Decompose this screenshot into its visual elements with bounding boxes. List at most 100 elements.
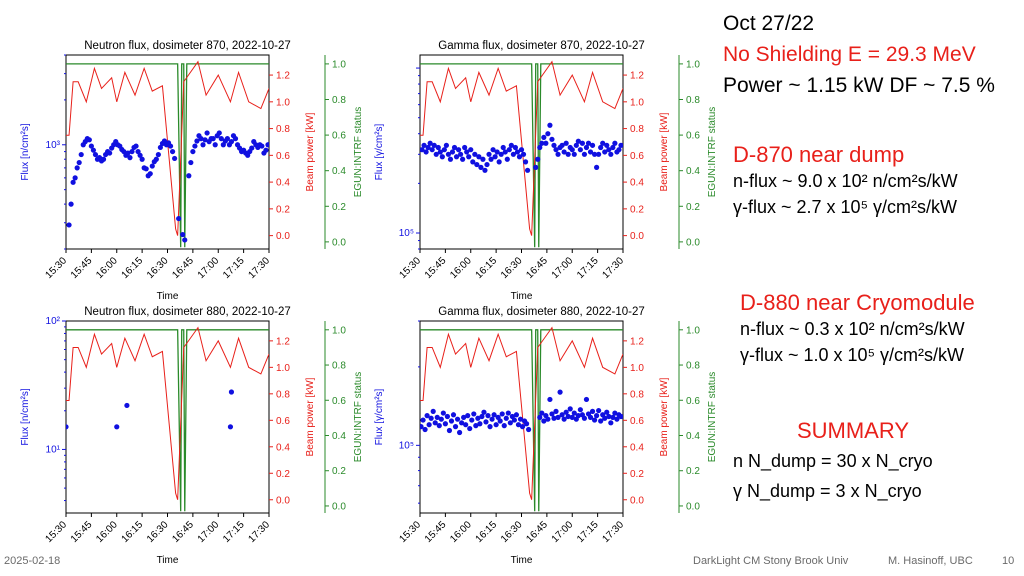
summary-gamma: γ N_dump = 3 x N_cryo [733,481,922,501]
flux-point [249,145,255,151]
flux-point [421,142,427,148]
chart-panel-3: Neutron flux, dosimeter 880, 2022-10-27 1… [20,306,364,566]
power-tick-label: 0.0 [630,495,644,506]
flux-point [514,149,521,155]
flux-point [583,144,590,151]
flux-point [463,422,469,428]
flux-point [224,136,230,142]
status-tick-label: 0.0 [332,237,346,248]
power-series-line [420,326,623,500]
flux-point [470,159,476,165]
x-tick-label: 16:30 [145,255,171,281]
x-tick-label: 17:15 [575,519,601,545]
flux-point [515,422,522,428]
flux-point [606,147,612,153]
x-tick-label: 17:30 [601,255,627,281]
chart-panel-2: Gamma flux, dosimeter 870, 2022-10-27 15:… [374,40,718,302]
flux-point [553,408,559,414]
summary-block: SUMMARY n N_dump = 30 x N_cryo γ N_dump … [733,416,973,506]
power-tick-label: 0.6 [630,416,644,427]
x-tick-label: 15:30 [44,255,70,281]
flux-point [571,410,577,416]
x-tick-label: 17:15 [221,519,247,545]
x-tick-label: 16:15 [474,255,500,281]
flux-point [425,144,431,151]
flux-point [608,151,614,157]
flux-point [579,140,586,146]
notes-dosimeter-880: D-880 near Cryomodule n-flux ~ 0.3 x 10²… [740,290,975,368]
flux-point [176,215,182,222]
flux-point [551,142,557,148]
footer-author: M. Hasinoff, UBC [888,555,973,567]
flux-point [553,147,559,153]
flux-point [504,156,510,162]
flux-point [541,134,547,140]
flux-point [589,408,596,414]
flux-point [420,424,424,430]
flux-point [539,410,545,416]
status-tick-label: 0.4 [686,431,700,442]
flux-point [435,144,441,151]
status-tick-label: 0.0 [686,501,700,512]
flux-point [477,421,483,427]
notes-880-gamma: γ-flux ~ 1.0 x 10⁵ γ/cm²s/kW [740,345,965,365]
flux-point [596,407,602,414]
flux-point [72,175,78,181]
status-tick-label: 0.4 [332,431,346,442]
flux-point [124,402,130,409]
flux-point [157,144,163,151]
flux-point [618,142,623,148]
y-axis-label-power: Beam power [kW] [305,377,316,456]
power-tick-label: 1.2 [276,71,290,82]
flux-point [487,424,493,430]
flux-point [604,409,610,415]
flux-point [194,138,200,144]
flux-point [86,137,92,143]
flux-point [445,151,452,157]
flux-point [594,164,600,170]
flux-point [454,416,461,422]
flux-point [90,147,97,153]
flux-point [511,417,517,423]
flux-point [533,164,539,170]
flux-point [577,147,583,153]
status-tick-label: 0.8 [332,361,346,372]
flux-point [571,151,577,157]
power-series-line [66,60,269,236]
power-tick-label: 0.4 [630,178,644,189]
status-tick-label: 1.0 [332,59,346,70]
flux-point [461,414,467,420]
flux-point [78,151,84,158]
x-tick-label: 16:00 [448,519,474,545]
x-tick-label: 16:30 [145,519,171,545]
power-tick-label: 0.4 [276,178,290,189]
y-axis-label-flux: Flux [n/cm²s] [20,123,31,180]
flux-point [522,159,529,165]
status-tick-label: 1.0 [686,59,700,70]
power-tick-label: 1.0 [276,97,290,108]
flux-point [561,416,567,422]
flux-point [216,130,222,136]
flux-point [481,409,487,415]
flux-point [492,154,498,160]
power-tick-label: 1.2 [630,336,644,347]
x-tick-label: 16:30 [499,519,525,545]
flux-point [547,396,553,403]
flux-point [428,415,434,421]
flux-point [127,155,133,161]
flux-point [430,408,436,414]
flux-point [598,144,604,151]
power-tick-label: 0.2 [630,469,644,480]
status-tick-label: 0.6 [686,131,700,142]
power-tick-label: 0.8 [276,389,290,400]
flux-point [483,419,489,425]
x-tick-label: 15:30 [44,519,70,545]
flux-point [210,136,216,142]
x-tick-label: 17:15 [221,255,247,281]
flux-point [433,151,439,157]
flux-point [506,147,512,153]
flux-point [74,165,80,171]
flux-point [598,418,604,424]
flux-point [510,151,516,157]
chart-title: Neutron flux, dosimeter 870, 2022-10-27 [84,40,290,52]
